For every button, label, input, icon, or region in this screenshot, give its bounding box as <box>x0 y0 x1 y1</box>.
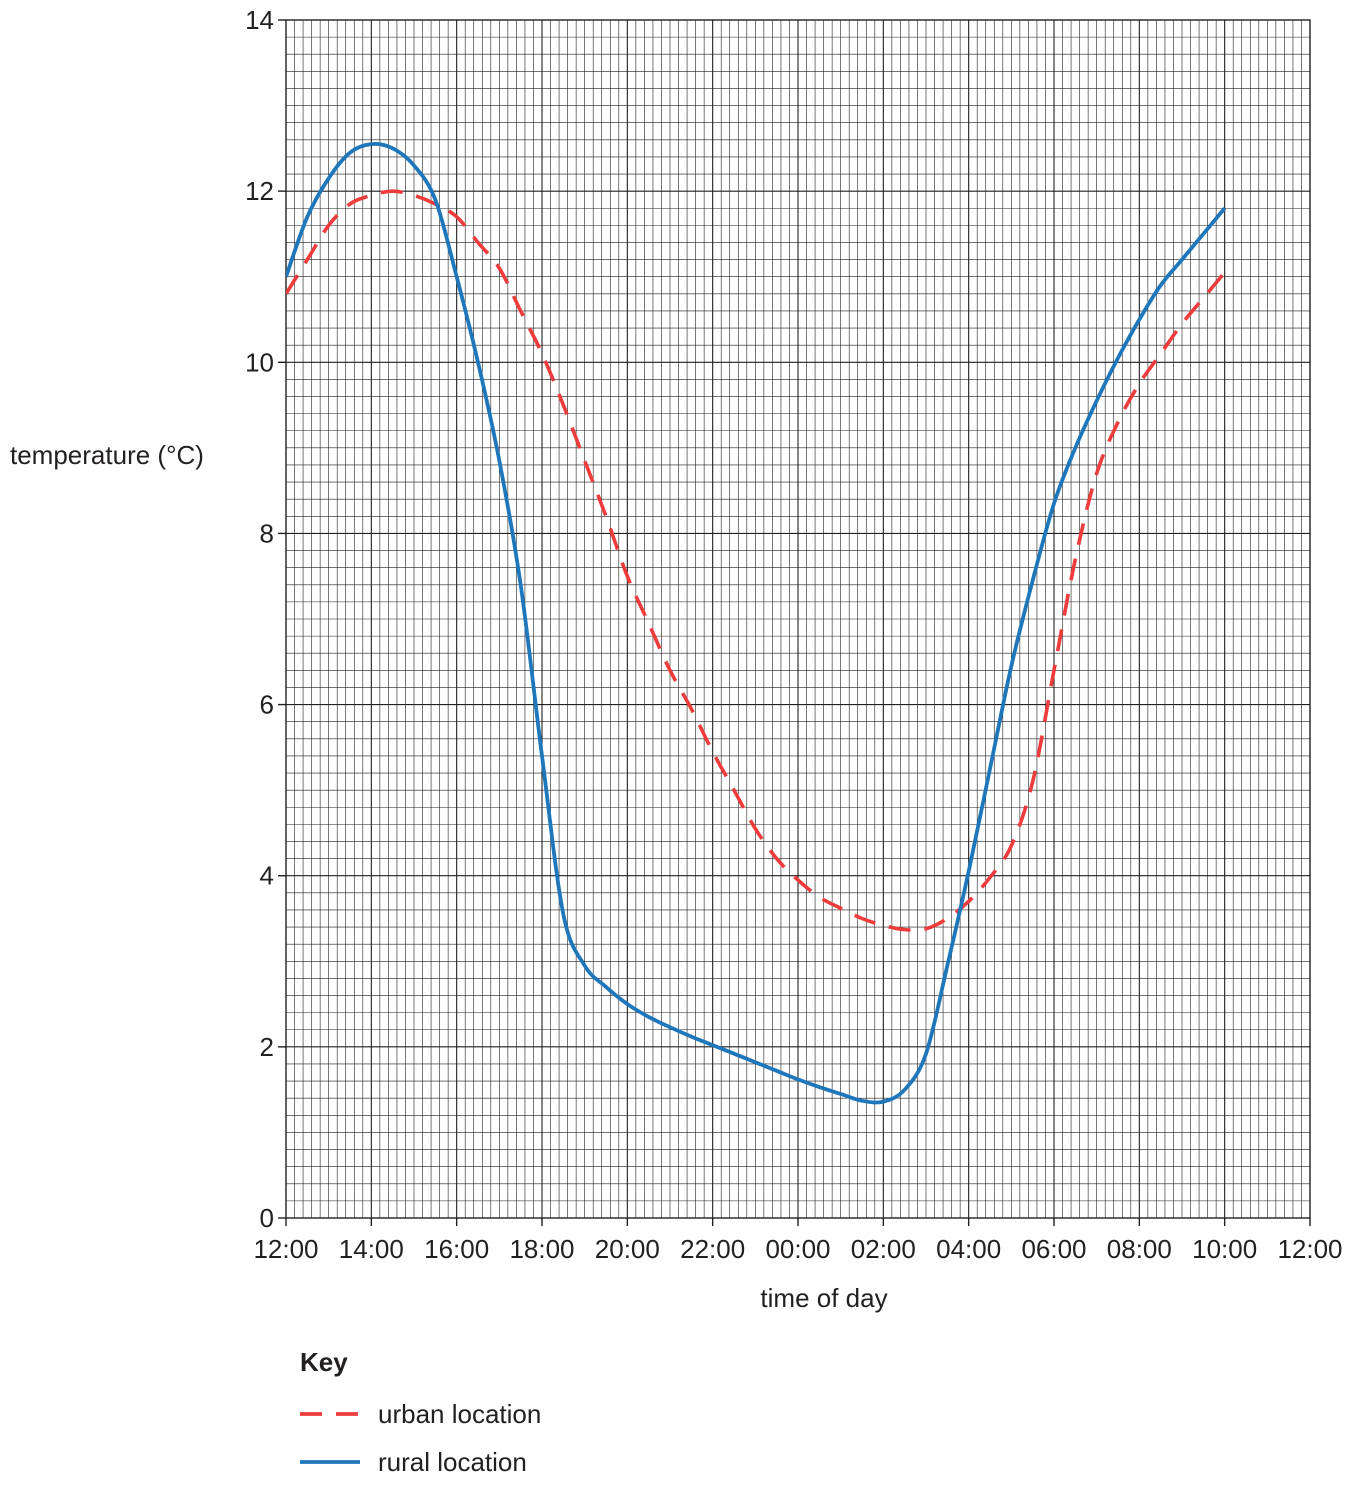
x-axis-label: time of day <box>760 1283 887 1313</box>
x-tick-label: 22:00 <box>680 1234 745 1264</box>
y-tick-label: 12 <box>245 176 274 206</box>
y-axis-ticks: 0 2 4 6 8 10 12 14 <box>245 5 286 1233</box>
series-line-urban <box>286 189 1227 932</box>
y-tick-label: 10 <box>245 347 274 377</box>
legend-label-rural: rural location <box>378 1447 527 1477</box>
y-tick-label: 8 <box>260 518 274 548</box>
legend-title: Key <box>300 1347 348 1377</box>
legend-label-urban: urban location <box>378 1399 541 1429</box>
major-grid <box>286 20 1310 1218</box>
y-tick-label: 14 <box>245 5 274 35</box>
x-tick-label: 00:00 <box>765 1234 830 1264</box>
x-tick-label: 14:00 <box>339 1234 404 1264</box>
y-tick-label: 0 <box>260 1203 274 1233</box>
y-tick-label: 2 <box>260 1032 274 1062</box>
legend-items: urban location rural location <box>300 1399 541 1477</box>
x-tick-label: 02:00 <box>851 1234 916 1264</box>
x-tick-label: 08:00 <box>1107 1234 1172 1264</box>
legend: Key urban location rural location <box>300 1347 541 1477</box>
x-tick-label: 20:00 <box>595 1234 660 1264</box>
y-tick-label: 4 <box>260 861 274 891</box>
x-tick-label: 04:00 <box>936 1234 1001 1264</box>
x-tick-label: 12:00 <box>1277 1234 1342 1264</box>
x-tick-label: 18:00 <box>509 1234 574 1264</box>
x-tick-label: 10:00 <box>1192 1234 1257 1264</box>
series-line-rural <box>286 142 1227 1105</box>
x-axis-ticks: 12:00 14:00 16:00 18:00 20:00 22:00 00:00 02:00… <box>253 1218 1343 1264</box>
y-tick-label: 6 <box>260 690 274 720</box>
x-tick-label: 16:00 <box>424 1234 489 1264</box>
x-tick-label: 12:00 <box>253 1234 318 1264</box>
x-tick-label: 06:00 <box>1021 1234 1086 1264</box>
y-axis-label: temperature (°C) <box>10 440 204 470</box>
series-layer <box>286 142 1227 1105</box>
